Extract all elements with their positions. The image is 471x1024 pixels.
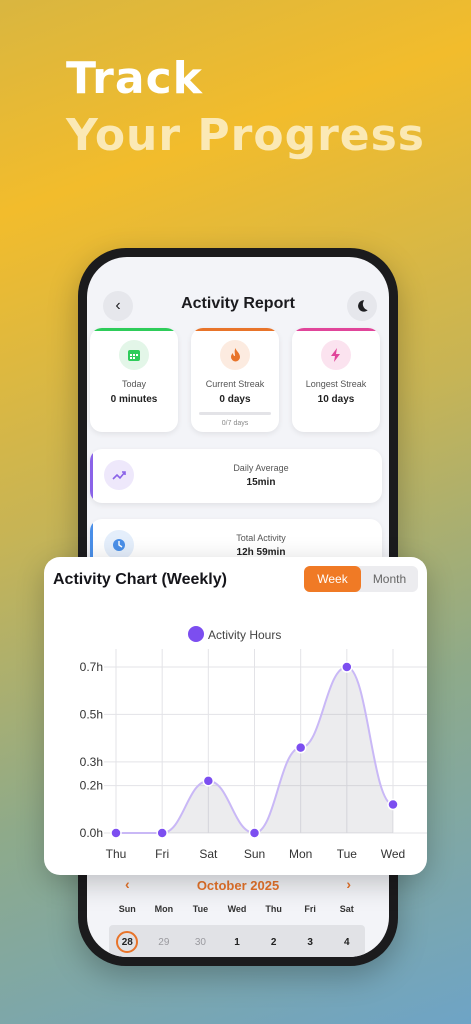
- calendar-day[interactable]: 1: [234, 936, 240, 948]
- data-point: [156, 827, 168, 839]
- data-point: [341, 661, 353, 673]
- stat-card-current-streak: Current Streak 0 days 0/7 days: [191, 328, 279, 432]
- stat-value: 0 minutes: [110, 394, 158, 405]
- y-tick-label: 0.2h: [80, 779, 103, 793]
- lightning-icon: [321, 340, 351, 370]
- headline-line-2: Your Progress: [66, 110, 425, 161]
- days-row: 28 29 30 1 2 3 4: [109, 925, 365, 957]
- theme-toggle-button[interactable]: [347, 291, 377, 321]
- y-tick-label: 0.7h: [80, 660, 103, 674]
- card-label: Total Activity: [236, 533, 286, 543]
- data-point: [110, 827, 122, 839]
- data-point: [294, 741, 307, 754]
- x-tick-label: Thu: [106, 847, 127, 861]
- trend-up-icon: [104, 460, 134, 490]
- period-toggle: Week Month: [304, 566, 418, 592]
- stat-card-longest-streak: Longest Streak 10 days: [292, 328, 380, 432]
- stat-label: Longest Streak: [305, 379, 367, 389]
- weekday-label: Thu: [265, 904, 282, 914]
- calendar: ‹ October 2025 › Sun Mon Tue Wed Thu Fri…: [87, 872, 389, 957]
- weekday-label: Wed: [227, 904, 247, 914]
- activity-chart-card: Activity Chart (Weekly) Week Month 0.0h 0…: [44, 557, 427, 875]
- stat-accent-bar: [191, 328, 279, 331]
- stat-card-today: Today 0 minutes: [90, 328, 178, 432]
- weekday-row: Sun Mon Tue Wed Thu Fri Sat: [109, 904, 365, 914]
- x-tick-label: Sat: [199, 847, 218, 861]
- weekday-label: Sat: [339, 904, 354, 914]
- stat-value: 0 days: [219, 394, 251, 405]
- week-tab[interactable]: Week: [304, 566, 361, 592]
- stat-label: Current Streak: [205, 379, 265, 389]
- card-value: 15min: [246, 477, 276, 488]
- stat-accent-bar: [90, 328, 178, 331]
- calendar-header: ‹ October 2025 ›: [87, 872, 389, 898]
- chart-title: Activity Chart (Weekly): [53, 571, 227, 588]
- y-tick-label: 0.3h: [80, 755, 103, 769]
- card-label: Daily Average: [233, 463, 289, 473]
- legend-label: Activity Hours: [208, 628, 281, 642]
- prev-month-button[interactable]: ‹: [125, 876, 130, 892]
- weekday-label: Sun: [118, 904, 136, 914]
- streak-progress-bar: [199, 412, 271, 415]
- x-tick-label: Wed: [381, 847, 405, 861]
- calendar-month: October 2025: [196, 878, 280, 893]
- top-bar: ‹ Activity Report: [87, 285, 389, 325]
- x-tick-label: Sun: [244, 847, 265, 861]
- moon-icon: [358, 300, 368, 312]
- back-button[interactable]: ‹: [103, 291, 133, 321]
- daily-average-card: Daily Average 15min: [90, 449, 382, 503]
- calendar-day-today[interactable]: 28: [109, 931, 146, 953]
- streak-progress-text: 0/7 days: [221, 420, 249, 427]
- day-number: 28: [116, 931, 139, 953]
- activity-chart: 0.0h 0.2h 0.3h 0.5h 0.7h Thu Fri Sat Sun Mon Tue We…: [80, 626, 427, 861]
- calendar-day[interactable]: 2: [270, 936, 277, 948]
- x-tick-label: Tue: [337, 847, 358, 861]
- calendar-day[interactable]: 3: [307, 936, 313, 948]
- card-accent-edge: [90, 449, 93, 503]
- x-tick-label: Mon: [289, 847, 312, 861]
- calendar-day[interactable]: 29: [158, 936, 170, 948]
- headline: Track Your Progress: [66, 52, 425, 166]
- calendar-icon: [119, 340, 149, 370]
- card-accent-edge: [90, 519, 93, 573]
- month-tab[interactable]: Month: [372, 572, 407, 586]
- data-point: [387, 798, 399, 811]
- data-point: [248, 827, 261, 839]
- chevron-left-icon: ‹: [115, 297, 121, 314]
- y-tick-label: 0.5h: [80, 707, 103, 721]
- card-value: 12h 59min: [236, 547, 286, 558]
- weekday-label: Fri: [304, 904, 316, 914]
- stat-label: Today: [121, 379, 147, 389]
- x-tick-label: Fri: [155, 847, 169, 861]
- headline-line-1: Track: [66, 53, 203, 104]
- stat-accent-bar: [292, 328, 380, 331]
- calendar-day[interactable]: 30: [194, 936, 206, 948]
- page-title: Activity Report: [181, 295, 295, 312]
- clock-icon: [104, 530, 134, 560]
- calendar-day[interactable]: 4: [343, 936, 350, 948]
- y-tick-label: 0.0h: [80, 826, 103, 840]
- series-line: [116, 665, 394, 835]
- stat-value: 10 days: [317, 394, 355, 405]
- data-point: [202, 775, 215, 787]
- legend-marker: [188, 626, 204, 642]
- weekday-label: Tue: [192, 904, 209, 914]
- next-month-button[interactable]: ›: [346, 876, 351, 892]
- weekday-label: Mon: [154, 904, 174, 914]
- flame-icon: [220, 340, 250, 370]
